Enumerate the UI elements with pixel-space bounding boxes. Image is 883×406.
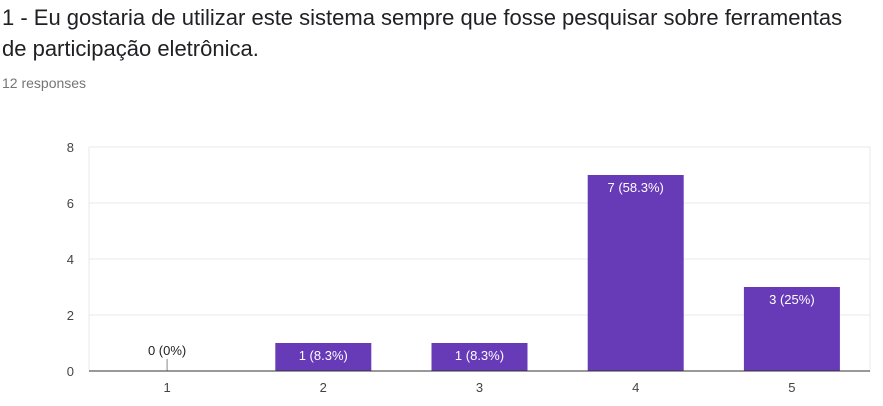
bar-2: [275, 343, 372, 371]
x-tick-label-2: 2: [320, 380, 327, 395]
data-label-2: 1 (8.3%): [299, 348, 348, 363]
data-label-5: 3 (25%): [769, 292, 815, 307]
x-tick-label-5: 5: [788, 380, 795, 395]
data-label-4: 7 (58.3%): [608, 180, 664, 195]
bar-3: [431, 343, 528, 371]
y-tick-label-0: 0: [67, 364, 74, 379]
y-tick-label-8: 8: [67, 140, 74, 155]
x-tick-label-3: 3: [476, 380, 483, 395]
y-tick-label-2: 2: [67, 308, 74, 323]
question-title: 1 - Eu gostaria de utilizar este sistema…: [2, 5, 843, 61]
bar-5: [743, 287, 840, 371]
response-count: 12 responses: [2, 75, 87, 91]
x-tick-label-4: 4: [632, 380, 639, 395]
y-tick-label-6: 6: [67, 196, 74, 211]
data-label-3: 1 (8.3%): [455, 348, 504, 363]
y-tick-label-4: 4: [67, 252, 74, 267]
data-label-1: 0 (0%): [148, 343, 186, 358]
x-tick-label-1: 1: [163, 380, 170, 395]
bar-4: [587, 175, 684, 371]
